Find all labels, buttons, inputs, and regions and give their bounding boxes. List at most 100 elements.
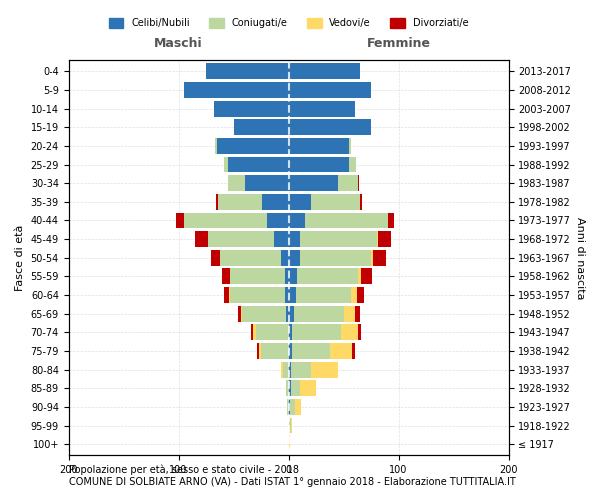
Bar <box>291 362 311 378</box>
Y-axis label: Fasce di età: Fasce di età <box>15 224 25 291</box>
Bar <box>220 250 281 266</box>
Bar <box>358 268 361 284</box>
Text: Popolazione per età, sesso e stato civile - 2018
COMUNE DI SOLBIATE ARNO (VA) - : Popolazione per età, sesso e stato civil… <box>68 464 515 487</box>
Bar <box>289 418 291 434</box>
Bar <box>351 287 357 303</box>
Bar <box>281 362 283 378</box>
Bar <box>360 194 362 210</box>
Bar <box>289 436 290 452</box>
Bar <box>344 306 355 322</box>
Bar <box>245 176 289 191</box>
Y-axis label: Anni di nascita: Anni di nascita <box>575 216 585 299</box>
Bar <box>357 287 364 303</box>
Bar <box>352 343 355 359</box>
Bar <box>289 156 349 172</box>
Bar <box>341 324 358 340</box>
Bar <box>296 287 351 303</box>
Bar <box>241 306 242 322</box>
Bar <box>238 306 241 322</box>
Bar <box>292 324 341 340</box>
Bar <box>299 380 316 396</box>
Bar <box>281 250 289 266</box>
Bar <box>289 399 290 415</box>
Text: Femmine: Femmine <box>367 37 431 50</box>
Bar <box>215 138 217 154</box>
Bar <box>289 250 299 266</box>
Bar <box>285 268 289 284</box>
Bar <box>206 64 289 80</box>
Bar <box>299 231 377 247</box>
Bar <box>291 418 292 434</box>
Bar <box>289 231 299 247</box>
Bar <box>286 306 289 322</box>
Bar <box>287 399 289 415</box>
Bar <box>289 100 355 116</box>
Bar <box>289 82 371 98</box>
Bar <box>349 138 351 154</box>
Bar <box>195 231 208 247</box>
Bar <box>274 231 289 247</box>
Bar <box>289 287 296 303</box>
Bar <box>311 194 360 210</box>
Bar <box>373 250 386 266</box>
Bar <box>253 324 256 340</box>
Bar <box>299 250 371 266</box>
Bar <box>228 156 289 172</box>
Bar <box>184 82 289 98</box>
Bar <box>229 287 230 303</box>
Bar <box>289 138 349 154</box>
Bar <box>259 343 261 359</box>
Bar <box>251 324 253 340</box>
Bar <box>289 120 371 135</box>
Text: Maschi: Maschi <box>154 37 203 50</box>
Bar <box>311 362 338 378</box>
Bar <box>216 194 218 210</box>
Bar <box>331 343 352 359</box>
Bar <box>217 138 289 154</box>
Bar <box>208 231 274 247</box>
Bar <box>291 380 299 396</box>
Bar <box>377 231 391 247</box>
Bar <box>257 343 259 359</box>
Bar <box>305 212 388 228</box>
Bar <box>261 343 289 359</box>
Bar <box>294 306 344 322</box>
Bar <box>289 268 298 284</box>
Bar <box>289 64 360 80</box>
Bar <box>298 268 358 284</box>
Bar <box>295 399 301 415</box>
Bar <box>285 287 289 303</box>
Bar <box>262 194 289 210</box>
Bar <box>361 268 372 284</box>
Bar <box>371 250 373 266</box>
Bar <box>224 287 229 303</box>
Bar <box>214 100 289 116</box>
Bar <box>230 268 285 284</box>
Bar <box>283 362 289 378</box>
Bar <box>286 380 289 396</box>
Bar <box>289 324 292 340</box>
Legend: Celibi/Nubili, Coniugati/e, Vedovi/e, Divorziati/e: Celibi/Nubili, Coniugati/e, Vedovi/e, Di… <box>105 14 472 32</box>
Bar <box>256 324 289 340</box>
Bar <box>224 156 228 172</box>
Bar <box>176 212 184 228</box>
Bar <box>211 250 220 266</box>
Bar <box>289 380 291 396</box>
Bar <box>184 212 266 228</box>
Bar <box>289 212 305 228</box>
Bar <box>289 194 311 210</box>
Bar <box>242 306 286 322</box>
Bar <box>289 343 292 359</box>
Bar <box>292 343 331 359</box>
Bar <box>290 399 295 415</box>
Bar <box>355 306 360 322</box>
Bar <box>233 120 289 135</box>
Bar <box>266 212 289 228</box>
Bar <box>338 176 358 191</box>
Bar <box>388 212 394 228</box>
Bar <box>289 176 338 191</box>
Bar <box>289 306 294 322</box>
Bar <box>230 287 285 303</box>
Bar <box>218 194 262 210</box>
Bar <box>349 156 356 172</box>
